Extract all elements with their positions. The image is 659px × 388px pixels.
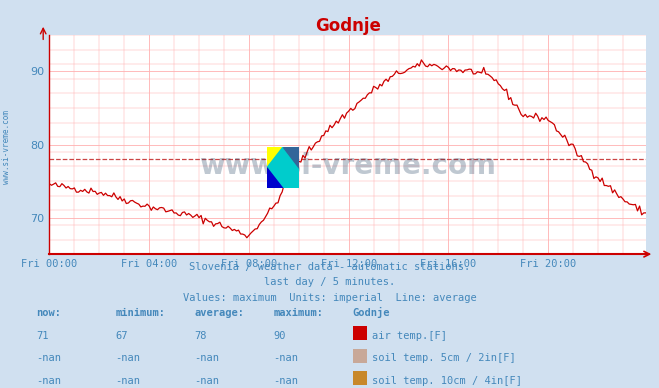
Text: minimum:: minimum:: [115, 308, 165, 318]
Text: -nan: -nan: [273, 376, 299, 386]
Text: -nan: -nan: [115, 376, 140, 386]
Text: average:: average:: [194, 308, 244, 318]
Polygon shape: [267, 147, 299, 188]
Text: -nan: -nan: [36, 376, 61, 386]
Text: -nan: -nan: [194, 376, 219, 386]
Text: -nan: -nan: [115, 353, 140, 363]
Text: www.si-vreme.com: www.si-vreme.com: [2, 111, 11, 184]
Text: -nan: -nan: [36, 353, 61, 363]
Text: now:: now:: [36, 308, 61, 318]
Text: air temp.[F]: air temp.[F]: [372, 331, 447, 341]
Text: last day / 5 minutes.: last day / 5 minutes.: [264, 277, 395, 287]
Polygon shape: [267, 147, 283, 168]
Text: -nan: -nan: [194, 353, 219, 363]
Text: 78: 78: [194, 331, 207, 341]
Text: Slovenia / weather data - automatic stations.: Slovenia / weather data - automatic stat…: [189, 262, 470, 272]
Polygon shape: [267, 168, 283, 188]
Text: 90: 90: [273, 331, 286, 341]
Text: maximum:: maximum:: [273, 308, 324, 318]
Polygon shape: [283, 147, 299, 168]
Title: Godnje: Godnje: [315, 17, 380, 35]
Text: soil temp. 5cm / 2in[F]: soil temp. 5cm / 2in[F]: [372, 353, 516, 363]
Text: soil temp. 10cm / 4in[F]: soil temp. 10cm / 4in[F]: [372, 376, 523, 386]
Text: Godnje: Godnje: [353, 307, 390, 318]
Text: Values: maximum  Units: imperial  Line: average: Values: maximum Units: imperial Line: av…: [183, 293, 476, 303]
Text: www.si-vreme.com: www.si-vreme.com: [199, 152, 496, 180]
Text: 71: 71: [36, 331, 49, 341]
Text: 67: 67: [115, 331, 128, 341]
Text: -nan: -nan: [273, 353, 299, 363]
